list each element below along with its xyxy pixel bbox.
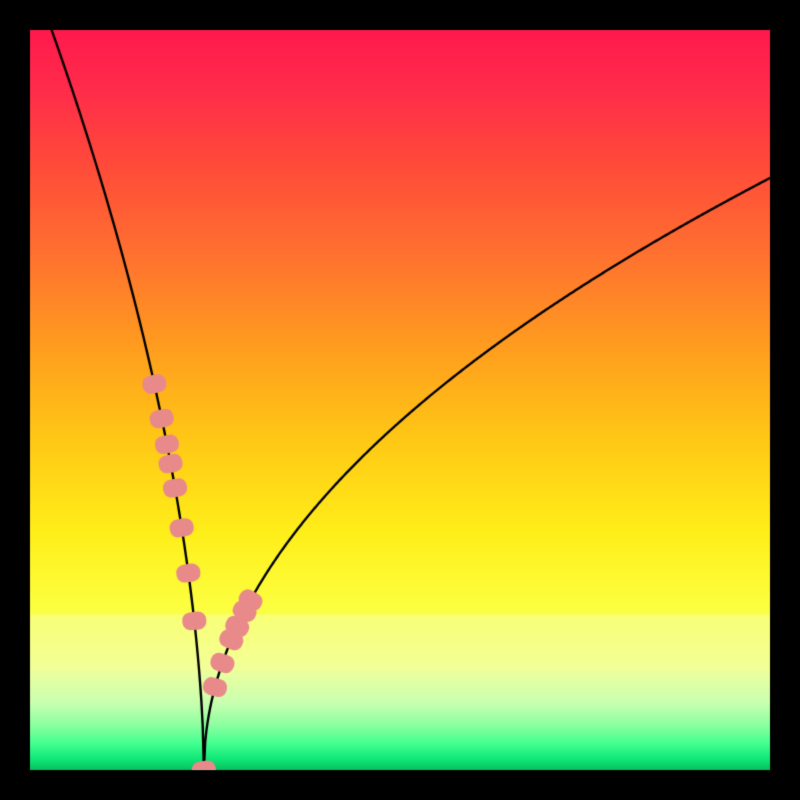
bottleneck-chart: TheBottleneck.com (0, 0, 800, 800)
curve-layer (0, 0, 800, 800)
